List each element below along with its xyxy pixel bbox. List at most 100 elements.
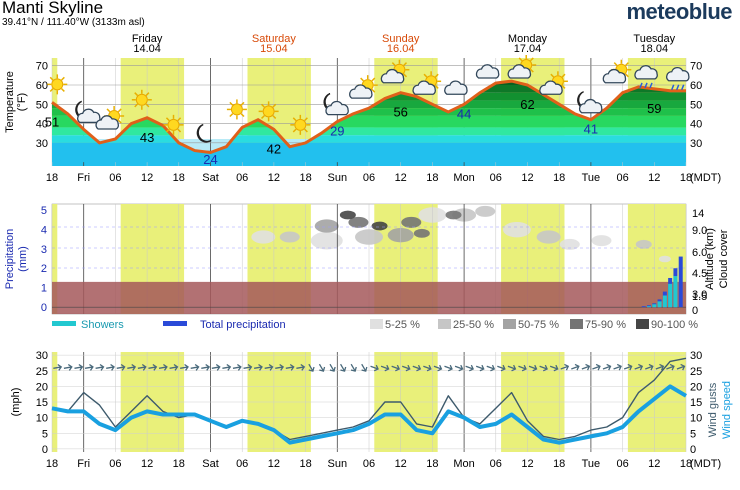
x-tick-label: 18 [299,458,311,470]
sun-ray [561,73,566,78]
shower-bar [662,295,667,308]
x-tick-label: 06 [616,458,628,470]
arrow-shape [308,363,315,372]
sun-ray [403,62,408,67]
sun-ray [561,84,566,89]
cloud-rain-icon [634,65,658,89]
x-tick-label: 18 [173,172,185,184]
sun-disc [167,118,180,131]
y-tick-label: 4 [41,224,47,236]
temperature-band [52,115,686,128]
x-tick-label: 12 [395,458,407,470]
y-tick-label: 50 [36,99,48,111]
wind-direction-arrow [53,363,63,371]
wind-direction-arrow [634,363,644,371]
y-axis-unit: (mm) [17,246,29,272]
wind-direction-arrow [243,363,253,371]
wind-speed-line [51,384,688,445]
total-precip-bar [641,306,646,308]
x-tick-label: Sat [202,172,219,184]
y-tick-label: 3 [41,244,47,256]
speed-axis-label: Wind speed [721,381,733,439]
wind-direction-arrow [518,364,527,372]
x-tick-label: 18 [553,458,565,470]
sun-icon [131,89,152,110]
sun-ray [177,128,182,133]
sun-ray [261,115,265,119]
arrow-shape [592,363,601,371]
shower-bar [673,276,678,308]
arrow-shape [539,364,548,372]
y-tick-label-right: 50 [690,99,702,111]
y-tick-label-right: 70 [690,61,702,73]
arrow-shape [63,363,73,371]
cloud-cover-blob [635,239,652,249]
x-tick-label: 18 [553,172,565,184]
sun-disc [51,78,64,91]
sun-disc [230,103,243,116]
shower-bar [668,283,673,308]
sun-ray [403,73,408,78]
sun-ray [145,92,150,97]
sun-ray [292,128,297,133]
cloud-label: 5-25 % [385,319,420,331]
cloud-cover-blob [591,235,612,247]
x-tick-label: 12 [268,172,280,184]
arrow-shape [361,363,368,372]
wind-direction-arrow [329,363,336,372]
arrow-shape [454,364,464,372]
showers-label: Showers [81,319,124,331]
gusts-axis-label: Wind gusts [707,382,719,437]
day-date: 18.04 [641,43,669,55]
sun-ray [371,77,376,82]
cloud-shape [602,68,627,84]
wind-direction-arrow [253,363,263,371]
day-date: 15.04 [260,43,288,55]
cloud-sun-icon [95,106,125,130]
right-tick-label: 9.0 [692,225,707,237]
wind-direction-arrow [137,363,147,371]
brand-logo[interactable]: meteoblue [626,0,732,24]
x-unit-label: (MDT) [690,458,721,470]
temperature-value-label: 24 [203,152,217,167]
y-tick-label: 30 [36,138,48,150]
wind-direction-arrow [190,363,200,371]
cloud-cover-blob [502,221,531,238]
arrow-shape [127,363,137,371]
low-cloud-band [52,281,686,314]
y-tick-label-right: 20 [690,381,702,393]
arrow-shape [655,363,665,371]
x-tick-label: Mon [453,172,474,184]
arrow-shape [560,363,570,371]
sun-ray [165,128,170,133]
x-tick-label: 06 [109,172,121,184]
x-tick-label: 06 [616,172,628,184]
cloud-swatch [438,319,451,329]
temperature-band [52,142,686,163]
arrow-shape [84,363,94,371]
y-tick-label-right: 15 [690,397,702,409]
temperature-value-label: 44 [457,106,471,121]
arrow-shape [116,363,126,371]
wind-direction-arrow [549,364,559,372]
moon-cloud-icon [577,91,603,114]
x-tick-label: 18 [680,458,692,470]
cloud-cover-blob [310,231,343,250]
sun-ray [550,73,555,78]
wind-direction-arrow [444,364,453,372]
cloud-shape [507,64,532,79]
sun-ray [177,117,182,122]
wind-direction-arrow [497,364,506,372]
cloud-swatch [370,319,383,329]
x-tick-label: 18 [426,458,438,470]
sun-ray [518,57,523,62]
y-tick-label: 70 [36,61,48,73]
x-tick-label: Fri [77,172,90,184]
wind-direction-arrow [180,363,189,371]
wind-direction-arrow [433,364,443,372]
cloud-shape [444,80,468,95]
x-tick-label: Sat [202,458,219,470]
temperature-line [51,79,686,155]
moon-shape [196,123,212,143]
